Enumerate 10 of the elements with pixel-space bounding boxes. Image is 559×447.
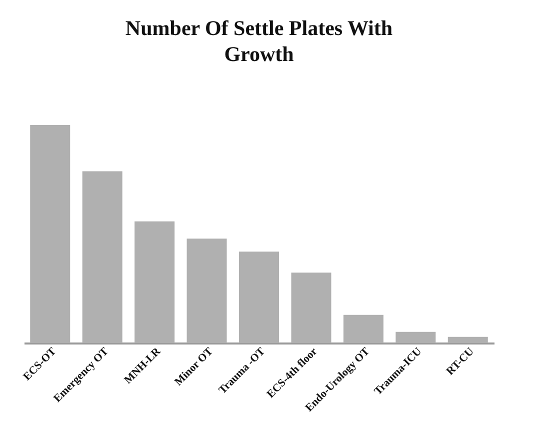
bar [30,125,70,343]
bar [239,252,279,343]
bar [82,171,122,343]
bar [343,314,384,343]
chart-title: Number Of Settle Plates With Growth [125,16,393,66]
bar [291,272,332,343]
bar [134,221,175,343]
bar [448,336,488,343]
bar [186,238,227,343]
bar [396,332,436,343]
